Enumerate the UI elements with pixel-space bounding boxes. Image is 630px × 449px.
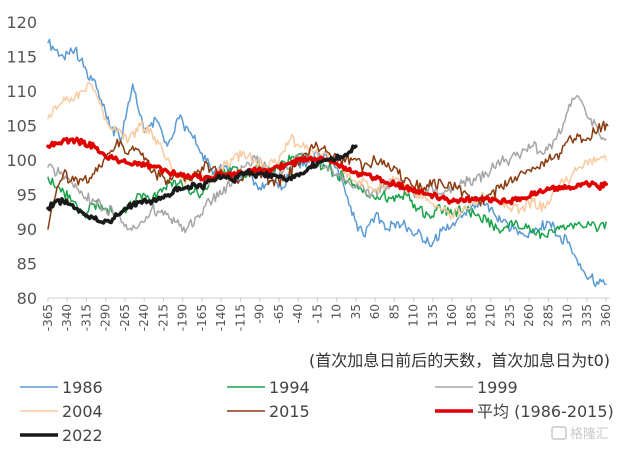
x-tick-label: 285 xyxy=(541,304,555,327)
x-axis-ticks: -365 -340 -315 -290 -265 -240 -215 -190 -165 -140… xyxy=(41,298,613,331)
x-tick-label: 85 xyxy=(387,304,401,319)
legend-item: 2004 xyxy=(20,402,103,421)
series-line-7 xyxy=(46,144,358,225)
y-tick-label: 80 xyxy=(17,289,37,308)
legend: 1986 1994 1999 2004 2015 平均 (1986-2015) 2022 xyxy=(20,378,614,445)
x-tick-label: 185 xyxy=(464,304,478,327)
x-tick-label: -15 xyxy=(310,304,324,324)
x-tick-label: 310 xyxy=(561,304,575,327)
series-line-4 xyxy=(47,81,607,220)
x-tick-label: -40 xyxy=(291,304,305,324)
x-tick-label: -190 xyxy=(176,304,190,331)
y-tick-label: 110 xyxy=(6,82,37,101)
x-tick-label: -165 xyxy=(195,304,209,331)
series-lines xyxy=(46,38,609,288)
x-tick-label: 235 xyxy=(503,304,517,327)
legend-item: 2015 xyxy=(227,402,310,421)
legend-label: 1994 xyxy=(269,378,310,397)
legend-item: 1999 xyxy=(435,378,518,397)
x-tick-label: -215 xyxy=(156,304,170,331)
x-tick-label: 60 xyxy=(368,304,382,319)
x-tick-label: 10 xyxy=(330,304,344,319)
x-tick-label: -140 xyxy=(214,304,228,331)
legend-label: 2004 xyxy=(62,402,103,421)
legend-item: 1994 xyxy=(227,378,310,397)
x-tick-label: -265 xyxy=(118,304,132,331)
legend-label: 1986 xyxy=(62,378,103,397)
watermark: 格隆汇 xyxy=(551,426,609,442)
watermark-logo xyxy=(551,426,567,440)
x-tick-label: -65 xyxy=(272,304,286,324)
watermark-text: 格隆汇 xyxy=(570,426,609,442)
x-tick-label: -340 xyxy=(60,304,74,331)
x-tick-label: 135 xyxy=(426,304,440,327)
x-tick-label: -315 xyxy=(79,304,93,331)
y-tick-label: 105 xyxy=(6,117,37,136)
y-tick-label: 100 xyxy=(6,151,37,170)
legend-item: 平均 (1986-2015) xyxy=(435,402,614,421)
legend-item: 2022 xyxy=(20,426,103,445)
legend-label: 1999 xyxy=(477,378,518,397)
series-line-3 xyxy=(47,94,607,234)
y-tick-label: 95 xyxy=(17,186,37,205)
legend-label: 2022 xyxy=(62,426,103,445)
x-tick-label: 110 xyxy=(407,304,421,327)
x-tick-label: 335 xyxy=(580,304,594,327)
x-tick-label: -290 xyxy=(99,304,113,331)
x-tick-label: -115 xyxy=(233,304,247,331)
x-tick-label: -240 xyxy=(137,304,151,331)
x-tick-label: -90 xyxy=(253,304,267,324)
x-tick-label: 160 xyxy=(445,304,459,327)
x-tick-label: 360 xyxy=(599,304,613,327)
y-tick-label: 90 xyxy=(17,220,37,239)
legend-label: 平均 (1986-2015) xyxy=(477,402,614,421)
x-tick-label: 260 xyxy=(522,304,536,327)
series-line-5 xyxy=(47,120,609,230)
legend-item: 1986 xyxy=(20,378,103,397)
y-axis-ticks: 80 85 90 95 100 105 110 115 120 xyxy=(6,13,37,308)
y-tick-label: 85 xyxy=(17,255,37,274)
x-tick-label: -365 xyxy=(41,304,55,331)
x-axis-label: (首次加息日前后的天数，首次加息日为t0) xyxy=(309,351,610,370)
y-tick-label: 115 xyxy=(6,48,37,67)
y-tick-label: 120 xyxy=(6,13,37,32)
x-tick-label: 210 xyxy=(484,304,498,327)
x-tick-label: 35 xyxy=(349,304,363,319)
legend-label: 2015 xyxy=(269,402,310,421)
